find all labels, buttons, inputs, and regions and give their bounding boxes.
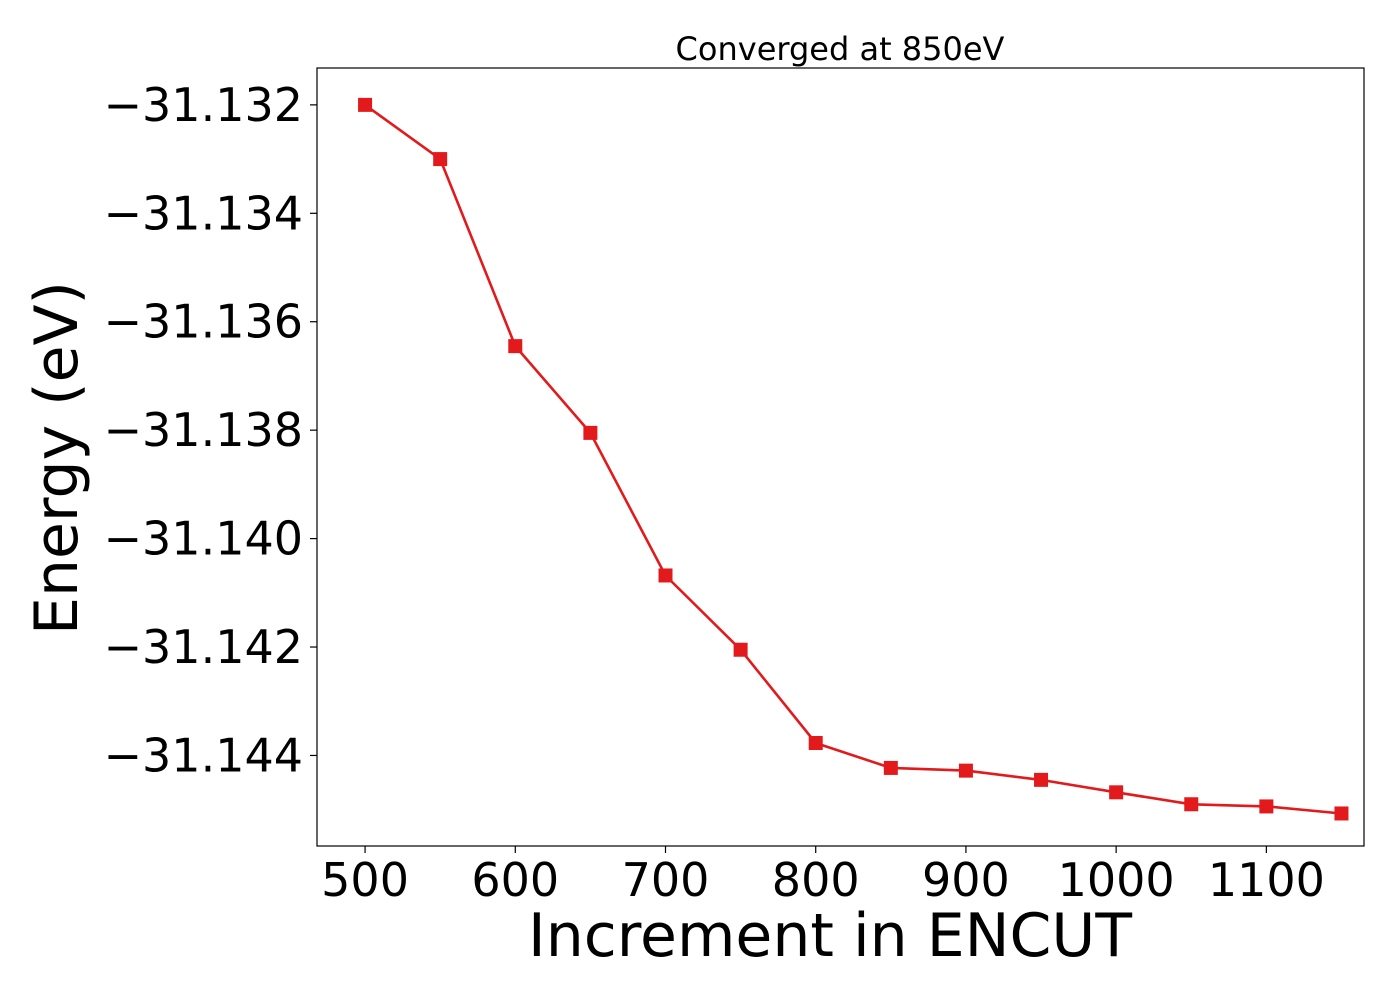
x-tick-label: 700 bbox=[622, 853, 710, 907]
data-point-marker bbox=[1109, 785, 1124, 800]
x-axis-title: Increment in ENCUT bbox=[528, 901, 1132, 971]
data-point-marker bbox=[808, 735, 823, 750]
data-point-marker bbox=[1334, 806, 1349, 821]
data-point-marker bbox=[1259, 799, 1274, 814]
y-tick-label: −31.136 bbox=[104, 295, 304, 349]
chart-title: Converged at 850eV bbox=[676, 30, 1005, 68]
data-point-marker bbox=[508, 339, 523, 354]
data-point-marker bbox=[1034, 772, 1049, 787]
x-tick-label: 500 bbox=[321, 853, 409, 907]
data-point-marker bbox=[658, 568, 673, 583]
y-tick-label: −31.138 bbox=[104, 403, 304, 457]
data-point-marker bbox=[1184, 797, 1199, 812]
series-layer bbox=[358, 97, 1349, 821]
x-axis: 500 600 700 800 900 1000 1100 bbox=[321, 846, 1325, 907]
x-tick-label: 600 bbox=[471, 853, 559, 907]
y-axis-title: Energy (eV) bbox=[22, 281, 92, 635]
data-point-marker bbox=[958, 763, 973, 778]
y-tick-label: −31.132 bbox=[104, 78, 304, 132]
x-tick-label: 900 bbox=[922, 853, 1010, 907]
plot-area-frame bbox=[316, 67, 1365, 847]
y-tick-label: −31.144 bbox=[104, 728, 304, 782]
x-tick-label: 1100 bbox=[1208, 853, 1325, 907]
x-tick-label: 800 bbox=[772, 853, 860, 907]
y-tick-label: −31.140 bbox=[104, 512, 304, 566]
data-point-marker bbox=[358, 97, 373, 112]
data-point-marker bbox=[433, 152, 448, 167]
data-point-marker bbox=[733, 642, 748, 657]
data-point-marker bbox=[583, 425, 598, 440]
x-tick-label: 1000 bbox=[1058, 853, 1175, 907]
y-tick-label: −31.134 bbox=[104, 186, 304, 240]
data-point-marker bbox=[883, 760, 898, 775]
y-tick-label: −31.142 bbox=[104, 620, 304, 674]
series-line bbox=[364, 103, 1342, 815]
y-axis: −31.132 −31.134 −31.136 −31.138 −31.140 −31.1… bbox=[104, 78, 317, 782]
